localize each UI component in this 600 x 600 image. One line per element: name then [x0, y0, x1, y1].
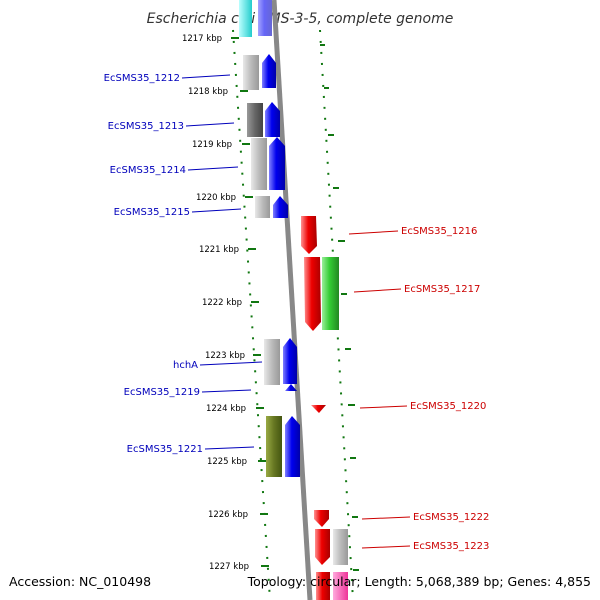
gene-arrow: [315, 529, 330, 565]
gene-label[interactable]: EcSMS35_1212: [104, 73, 180, 84]
cog-block: [264, 339, 280, 385]
cog-block: [333, 529, 348, 565]
gene-EcSMS35_1221[interactable]: [266, 416, 300, 477]
gene-EcSMS35_1220[interactable]: [311, 405, 326, 413]
accession-text: Accession: NC_010498: [9, 574, 151, 589]
ruler-tick-label: 1227 kbp: [209, 562, 249, 572]
gene-hchA[interactable]: [264, 338, 297, 385]
cog-block-partial: [333, 572, 348, 600]
gene-arrow: [283, 338, 297, 384]
cog-block: [243, 55, 259, 90]
gene-EcSMS35_1216[interactable]: [301, 216, 317, 254]
gene-arrow: [285, 416, 300, 477]
ruler-tick-label: 1224 kbp: [206, 404, 246, 414]
cog-block: [322, 257, 339, 330]
gene-label[interactable]: EcSMS35_1222: [413, 512, 489, 523]
cog-block: [247, 103, 263, 137]
gene-label[interactable]: hchA: [173, 360, 198, 371]
ruler-tick-label: 1218 kbp: [188, 87, 228, 97]
ruler-tick-label: 1220 kbp: [196, 193, 236, 203]
outer-ring-ticks: [320, 44, 359, 571]
gene-EcSMS35_1223[interactable]: [315, 529, 348, 565]
gene-EcSMS35_1222[interactable]: [314, 510, 329, 527]
gene-arrow: [304, 257, 321, 331]
cog-block: [266, 416, 282, 477]
ruler-tick-label: 1221 kbp: [199, 245, 239, 255]
gene-arrow: [314, 510, 329, 527]
gene-arrow: [285, 384, 297, 391]
cog-block: [255, 196, 270, 218]
cog-block-partial: [239, 0, 252, 37]
gene-EcSMS35_1212[interactable]: [243, 54, 276, 90]
gene-EcSMS35_1213[interactable]: [247, 102, 280, 137]
gene-arrow: [273, 196, 288, 218]
gene-label[interactable]: EcSMS35_1223: [413, 541, 489, 552]
gene-EcSMS35_1214[interactable]: [251, 137, 285, 190]
gene-arrow-partial: [316, 572, 330, 600]
gene-label[interactable]: EcSMS35_1217: [404, 284, 480, 295]
gene-label[interactable]: EcSMS35_1216: [401, 226, 477, 237]
topology-text: Topology: circular; Length: 5,068,389 bp…: [247, 574, 591, 589]
leader-lines-left: [181, 74, 263, 450]
map-title: Escherichia coli SMS-3-5, complete genom…: [147, 11, 454, 27]
gene-arrow: [262, 54, 276, 88]
ruler-tick-label: 1226 kbp: [208, 510, 248, 520]
ruler: 1217 kbp 1218 kbp 1219 kbp 1220 kbp 1221…: [182, 34, 269, 572]
ruler-tick-label: 1225 kbp: [207, 457, 247, 467]
gene-label[interactable]: EcSMS35_1213: [108, 121, 184, 132]
gene-arrow: [301, 216, 317, 254]
gene-label[interactable]: EcSMS35_1219: [124, 387, 200, 398]
genome-backbone: [271, 0, 313, 600]
leader-lines-right: [348, 230, 411, 549]
gene-label[interactable]: EcSMS35_1215: [114, 207, 190, 218]
ruler-tick-label: 1223 kbp: [205, 351, 245, 361]
ruler-tick-label: 1217 kbp: [182, 34, 222, 44]
gene-EcSMS35_1215[interactable]: [255, 196, 288, 218]
gene-arrow: [265, 102, 280, 137]
gene-label[interactable]: EcSMS35_1220: [410, 401, 486, 412]
cog-block: [251, 138, 267, 190]
gene-arrow: [311, 405, 326, 413]
gene-label[interactable]: EcSMS35_1214: [110, 165, 186, 176]
ruler-tick-label: 1222 kbp: [202, 298, 242, 308]
gene-EcSMS35_1217[interactable]: [304, 257, 339, 331]
gene-arrow-partial-shade: [258, 0, 272, 36]
gene-EcSMS35_1219[interactable]: [285, 384, 297, 391]
ruler-tick-label: 1219 kbp: [192, 140, 232, 150]
gene-label[interactable]: EcSMS35_1221: [127, 444, 203, 455]
gene-arrow: [269, 137, 285, 190]
